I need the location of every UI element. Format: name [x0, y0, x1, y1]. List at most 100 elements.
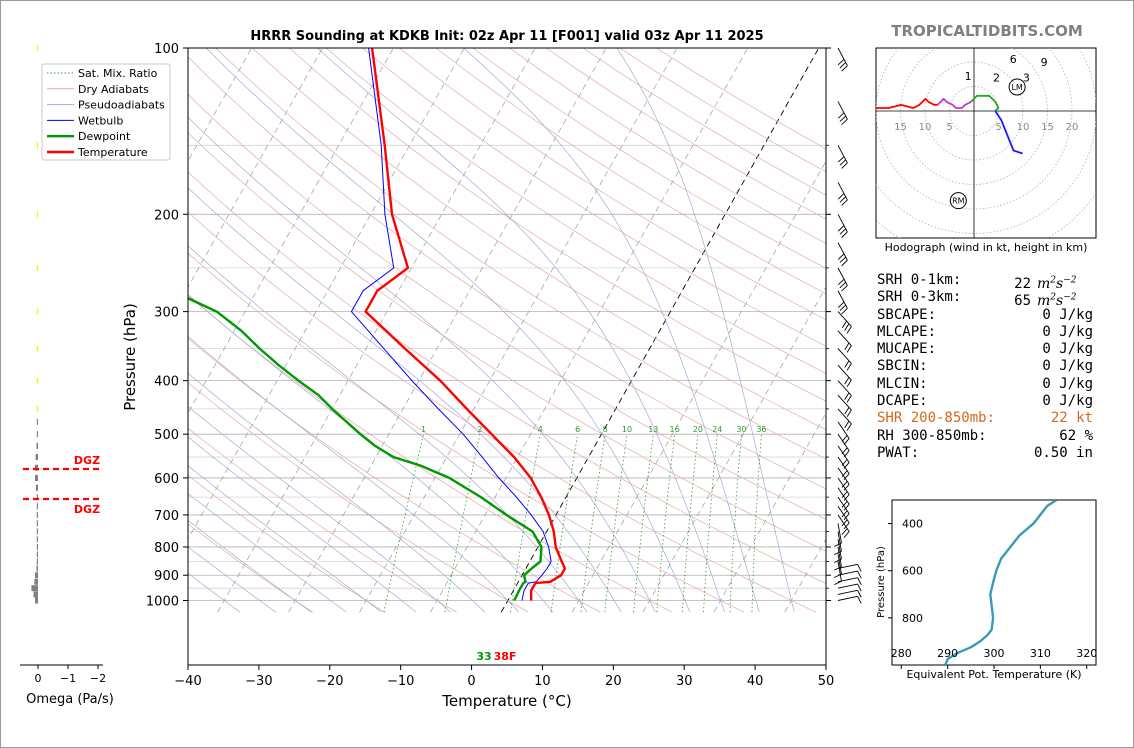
legend-label: Wetbulb — [78, 114, 123, 127]
omega-bar — [36, 405, 38, 412]
wind-barb-flag — [837, 253, 845, 260]
hodograph-height-label: 6 — [1010, 53, 1017, 66]
wind-barb-shaft — [837, 101, 848, 120]
omega-bar — [36, 543, 38, 550]
wind-barb-shaft — [837, 523, 842, 544]
dry-adiabat-line — [188, 132, 826, 552]
pseudoadiabat-line — [188, 465, 367, 601]
legend-label: Pseudoadiabats — [78, 99, 165, 112]
mixing-ratio-line — [703, 434, 718, 613]
omega-bar — [36, 565, 38, 572]
index-label: DCAPE: — [877, 393, 928, 410]
omega-bar — [36, 503, 38, 510]
isotherm-line — [571, 160, 826, 613]
omega-tick-label: −1 — [60, 672, 76, 685]
omega-bar — [35, 484, 38, 491]
x-tick-label: −30 — [245, 674, 272, 689]
legend-label: Temperature — [77, 146, 148, 159]
wind-barb — [837, 47, 848, 72]
dry-adiabat-line — [362, 48, 826, 347]
wind-barb-flag — [843, 513, 850, 521]
omega-bar — [35, 474, 38, 481]
index-row: SBCAPE: 0 J/kg — [877, 307, 1097, 324]
dry-adiabat-line — [188, 171, 826, 584]
index-row: DCAPE: 0 J/kg — [877, 393, 1097, 410]
index-number: 0.50 in — [1033, 444, 1093, 461]
hodograph-ring-label: 15 — [1041, 122, 1054, 133]
index-value: 0.50 in — [1009, 444, 1093, 462]
theta-e-y-tick-label: 800 — [902, 612, 923, 625]
wind-barb-shaft — [837, 577, 858, 583]
wind-barb — [837, 267, 848, 292]
wind-barb-flag — [846, 379, 852, 388]
pseudoadiabat-line — [224, 600, 241, 613]
wind-barb — [837, 570, 862, 579]
skewt-legend: Sat. Mix. Ratio Dry Adiabats Pseudoadiabat… — [41, 63, 171, 161]
wind-barb-shaft — [837, 589, 858, 595]
index-label: SBCAPE: — [877, 306, 937, 323]
index-value: 62 % — [1009, 428, 1093, 445]
wind-barb-flag — [841, 65, 848, 72]
index-row: PWAT: 0.50 in — [877, 445, 1097, 462]
wind-barb — [837, 577, 862, 585]
wind-barb-shaft — [837, 47, 848, 66]
mixing-ratio-label: 2 — [477, 425, 482, 434]
pseudoadiabat-line — [507, 600, 520, 613]
theta-e-x-tick-label: 300 — [984, 647, 1005, 660]
wind-barb-flag — [843, 531, 850, 538]
wind-barb-flag — [837, 301, 845, 308]
y-tick-label: 300 — [154, 306, 179, 321]
wind-barb-flag — [841, 199, 848, 206]
wind-barb-shaft — [837, 595, 858, 601]
wind-barb-flag — [857, 590, 862, 598]
wind-barb-shaft — [837, 546, 842, 567]
mixing-ratio-label: 20 — [693, 425, 703, 434]
mixing-ratio-label: 30 — [736, 425, 746, 434]
mixing-ratio-line — [383, 434, 424, 613]
pseudoadiabat-line — [294, 600, 312, 613]
dry-adiabat-line — [215, 48, 826, 460]
wind-barb — [837, 290, 848, 315]
y-tick-label: 900 — [154, 569, 179, 584]
hodograph-frame — [875, 47, 1097, 239]
wind-barb-flag — [844, 360, 850, 368]
index-number: 0 J/kg — [1042, 306, 1093, 323]
omega-x-axis-label: Omega (Pa/s) — [26, 692, 114, 707]
wind-barb — [837, 477, 850, 501]
omega-bar — [36, 536, 38, 543]
theta-e-x-tick-label: 310 — [1030, 647, 1051, 660]
pseudoadiabat-line — [188, 294, 544, 601]
hodograph-caption: Hodograph (wind in kt, height in km) — [885, 241, 1088, 254]
pseudoadiabat-line — [205, 48, 686, 601]
wind-barb-flag — [841, 320, 847, 329]
index-number: 0 J/kg — [1042, 393, 1093, 410]
wind-barb-flag — [841, 510, 848, 518]
wind-barb-flag — [844, 392, 850, 400]
pseudoadiabat-line — [616, 48, 792, 601]
omega-panel: 0 −1 −2 DGZ DGZ — [20, 45, 106, 685]
hodograph-trace — [970, 94, 1000, 112]
wind-barb — [837, 496, 850, 521]
dgz-bottom-label: DGZ — [74, 503, 100, 516]
theta-e-y-tick-label: 400 — [902, 518, 923, 531]
mixing-ratio-line — [681, 434, 699, 613]
surface-temperature-label: 38F — [494, 650, 517, 663]
x-tick-label: 40 — [747, 674, 764, 689]
pseudoadiabat-line — [259, 600, 277, 613]
omega-bar — [36, 520, 38, 527]
wind-barb-flag — [841, 259, 848, 267]
wind-barb-shaft — [837, 214, 848, 233]
omega-bar — [36, 45, 38, 51]
index-value: 0 J/kg — [1009, 376, 1093, 393]
index-row: SRH 0-1km: 22 m2s−2 — [877, 272, 1097, 292]
wind-barb-flag — [843, 504, 850, 511]
wind-barb-flag — [844, 323, 850, 331]
wind-barb-flag — [841, 231, 848, 238]
skewt-background-lines — [188, 48, 826, 613]
hodograph-ring-label: 10 — [1017, 122, 1030, 133]
index-value: 22 m2s−2 — [1009, 272, 1091, 293]
index-number: 0 J/kg — [1042, 323, 1093, 340]
isotherm-line — [188, 48, 465, 540]
omega-bar — [35, 454, 38, 461]
mixing-ratio-label: 13 — [648, 425, 658, 434]
